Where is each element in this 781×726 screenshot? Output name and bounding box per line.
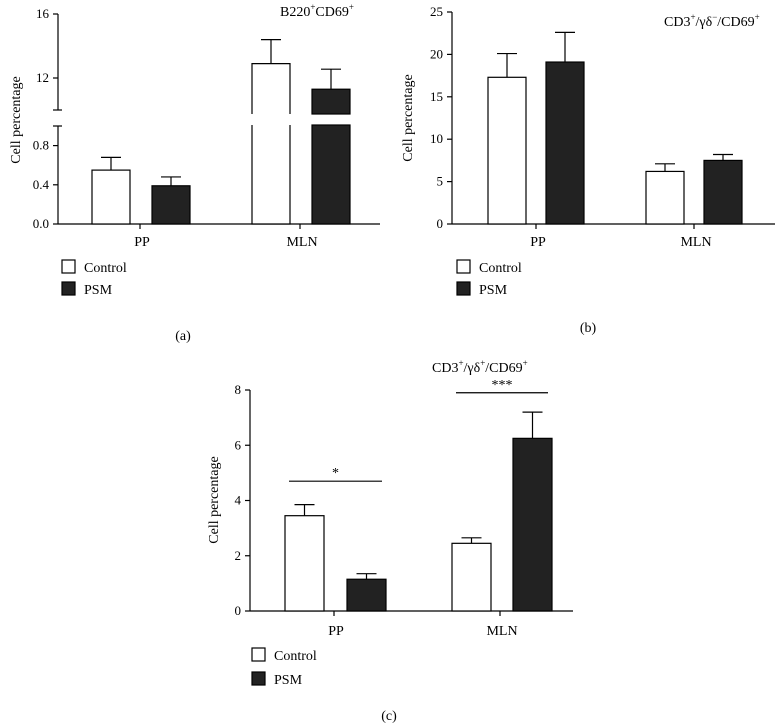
legend-swatch-control [251, 647, 266, 662]
y-tick-label: 0 [235, 603, 242, 618]
panel-b: CD3+/γδ−/CD69+ 0 5 10 15 20 25 Cell percentage P… [401, 4, 775, 336]
legend-label-control: Control [274, 649, 317, 664]
panel-label: (c) [381, 709, 397, 724]
y-tick-label: 4 [235, 493, 242, 508]
significance-label: *** [492, 378, 513, 393]
bar-control-pp [487, 76, 527, 225]
y-tick-label: 16 [36, 6, 50, 21]
bar-control-mln [451, 542, 492, 612]
y-tick-label: 12 [36, 70, 49, 85]
legend-label-control: Control [84, 261, 127, 276]
panel-a: B220+CD69+ 0.0 0.4 0.8 12 16 Cell percentage PP… [9, 2, 380, 344]
bar-psm-mln-lower [311, 124, 351, 225]
panel-label: (b) [580, 321, 597, 336]
chart-title: B220+CD69+ [280, 2, 354, 20]
bar-control-mln-lower [251, 125, 291, 225]
legend-swatch-psm [456, 281, 471, 296]
bar-psm-mln [512, 437, 553, 612]
legend-label-psm: PSM [84, 283, 113, 298]
legend-swatch-control [456, 259, 471, 274]
panel-label: (a) [175, 329, 191, 344]
legend-label-psm: PSM [479, 283, 508, 298]
category-label: PP [530, 235, 546, 250]
significance-label: * [332, 466, 339, 481]
y-tick-label: 20 [430, 46, 443, 61]
category-label: MLN [486, 624, 517, 639]
legend-swatch-control [61, 259, 76, 274]
bar-psm-pp [151, 185, 191, 225]
chart-title: CD3+/γδ−/CD69+ [664, 12, 760, 30]
bar-psm-mln-upper [311, 88, 351, 115]
y-tick-label: 25 [430, 4, 443, 19]
bar-psm-pp [346, 578, 387, 612]
chart-title: CD3+/γδ+/CD69+ [432, 358, 528, 376]
y-tick-label: 0 [437, 216, 444, 231]
y-tick-label: 2 [235, 548, 242, 563]
y-tick-label: 6 [235, 437, 242, 452]
y-tick-label: 15 [430, 89, 443, 104]
category-label: MLN [286, 235, 317, 250]
y-tick-label: 10 [430, 131, 443, 146]
legend-swatch-psm [61, 281, 76, 296]
y-tick-label: 0.0 [33, 216, 49, 231]
y-axis-label: Cell percentage [9, 76, 24, 163]
y-axis-label: Cell percentage [401, 74, 416, 161]
legend-swatch-psm [251, 671, 266, 686]
y-tick-label: 5 [437, 174, 444, 189]
legend-label-control: Control [479, 261, 522, 276]
y-tick-label: 8 [235, 382, 242, 397]
bar-psm-pp [545, 61, 585, 225]
y-axis-label: Cell percentage [207, 456, 222, 543]
y-tick-label: 0.8 [33, 138, 49, 153]
bar-control-pp [284, 515, 325, 612]
category-label: PP [134, 235, 150, 250]
category-label: PP [328, 624, 344, 639]
y-tick-label: 0.4 [33, 177, 50, 192]
panel-c: CD3+/γδ+/CD69+ 0 2 4 6 8 Cell percentage PP MLN *… [207, 358, 573, 724]
bar-psm-mln [703, 159, 743, 225]
bar-control-mln [645, 170, 685, 225]
category-label: MLN [680, 235, 711, 250]
bar-control-pp [91, 169, 131, 225]
legend-label-psm: PSM [274, 673, 303, 688]
bar-control-mln-upper [251, 63, 291, 114]
